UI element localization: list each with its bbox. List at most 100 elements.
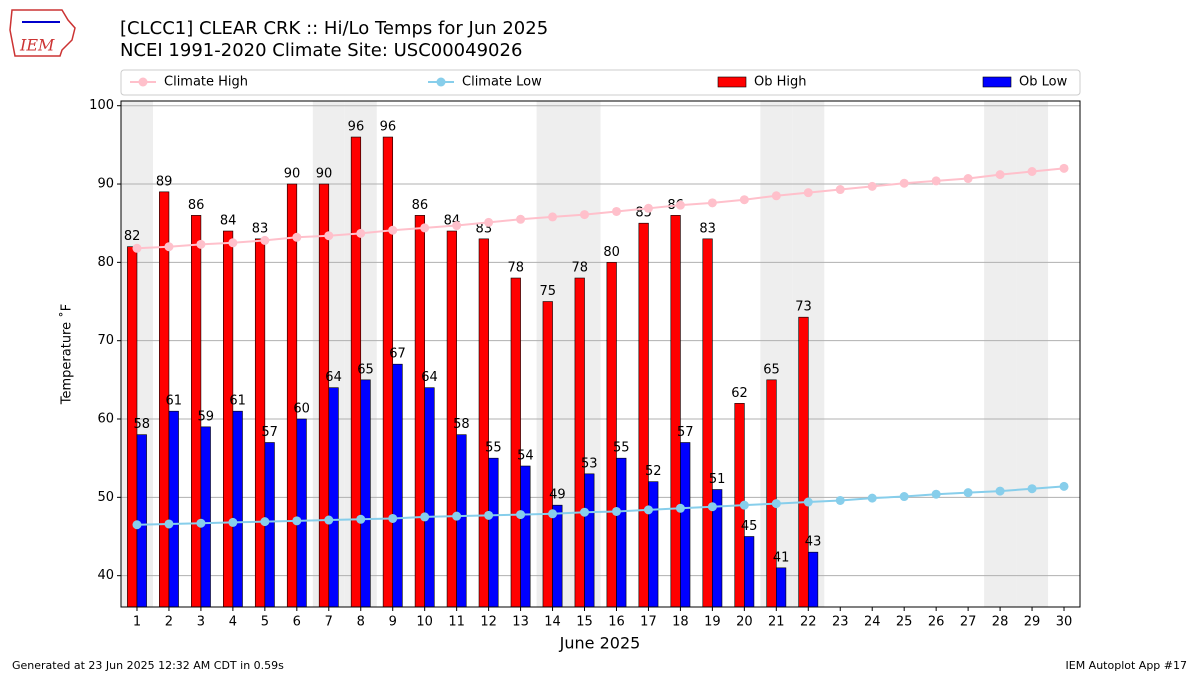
point [771, 499, 781, 509]
data-label: 65 [763, 362, 780, 377]
data-label: 84 [220, 214, 237, 229]
data-label: 57 [677, 425, 694, 440]
point [963, 174, 973, 184]
point [452, 221, 462, 231]
x-tick-label: 9 [389, 615, 397, 630]
line [136, 485, 1065, 526]
point [899, 492, 909, 502]
data-label: 83 [252, 221, 269, 236]
weekend-shade [984, 101, 1017, 607]
data-label: 61 [165, 394, 182, 409]
point [1059, 481, 1069, 491]
x-tick-label: 27 [960, 615, 977, 630]
point [995, 170, 1005, 180]
point [867, 493, 877, 503]
bar [296, 418, 307, 608]
x-tick-label: 11 [448, 615, 465, 630]
x-tick-label: 2 [165, 615, 173, 630]
x-tick-label: 8 [357, 615, 365, 630]
bar [680, 442, 691, 608]
legend-swatch [982, 76, 1012, 88]
data-label: 90 [316, 167, 333, 182]
data-label: 52 [645, 464, 662, 479]
data-label: 60 [293, 402, 310, 417]
bar [606, 262, 617, 608]
data-label: 82 [124, 229, 141, 244]
point [931, 176, 941, 186]
point [516, 214, 526, 224]
bar [766, 379, 777, 608]
point [580, 210, 590, 220]
y-tick-label: 100 [89, 98, 114, 113]
point [803, 497, 813, 507]
data-label: 86 [412, 198, 429, 213]
x-tick-label: 16 [608, 615, 625, 630]
legend-marker [138, 77, 148, 87]
bar [798, 316, 809, 608]
x-tick-label: 10 [416, 615, 433, 630]
point [675, 503, 685, 513]
bar [254, 238, 266, 608]
point [164, 242, 174, 252]
x-tick-label: 7 [325, 615, 333, 630]
point [260, 517, 270, 527]
bar [776, 567, 787, 608]
point [548, 509, 558, 519]
data-label: 53 [581, 456, 598, 471]
point [196, 518, 206, 528]
point [292, 516, 302, 526]
data-label: 78 [508, 261, 525, 276]
data-label: 67 [389, 347, 406, 362]
y-tick-label: 40 [97, 568, 114, 583]
x-tick-label: 12 [480, 615, 497, 630]
legend-label: Climate Low [462, 75, 542, 90]
data-label: 58 [453, 417, 470, 432]
bar [520, 465, 531, 608]
x-tick-label: 6 [293, 615, 301, 630]
x-tick-label: 22 [800, 615, 817, 630]
point [196, 239, 206, 249]
y-tick-label: 90 [97, 177, 114, 192]
bar [542, 301, 553, 608]
point [260, 235, 270, 245]
point [452, 511, 462, 521]
data-label: 43 [805, 535, 822, 550]
data-label: 64 [325, 370, 342, 385]
point [867, 181, 877, 191]
data-label: 96 [348, 120, 365, 135]
legend-box [120, 69, 1081, 96]
point [803, 188, 813, 198]
bar [392, 363, 403, 608]
point [1027, 484, 1037, 494]
bar [222, 230, 234, 608]
bar [616, 457, 627, 608]
bar [328, 387, 339, 608]
point [292, 232, 302, 242]
point [707, 502, 717, 512]
legend-marker [436, 77, 446, 87]
bar [670, 215, 681, 608]
point [548, 212, 558, 222]
x-tick-label: 18 [672, 615, 689, 630]
data-label: 75 [539, 284, 556, 299]
point [516, 510, 526, 520]
x-tick-label: 4 [229, 615, 237, 630]
bar [648, 481, 659, 608]
x-tick-label: 20 [736, 615, 753, 630]
y-tick-label: 60 [97, 412, 114, 427]
bar [382, 136, 394, 608]
bar [744, 536, 755, 608]
x-tick-label: 26 [928, 615, 945, 630]
bar [584, 473, 595, 608]
x-tick-label: 28 [992, 615, 1009, 630]
bar [424, 387, 435, 608]
bar [318, 183, 330, 608]
line [136, 167, 1065, 250]
x-tick-label: 21 [768, 615, 785, 630]
point [132, 520, 142, 530]
point [388, 225, 398, 235]
bar [360, 379, 371, 608]
x-tick-label: 5 [261, 615, 269, 630]
bar [200, 426, 211, 608]
bar [807, 551, 819, 608]
